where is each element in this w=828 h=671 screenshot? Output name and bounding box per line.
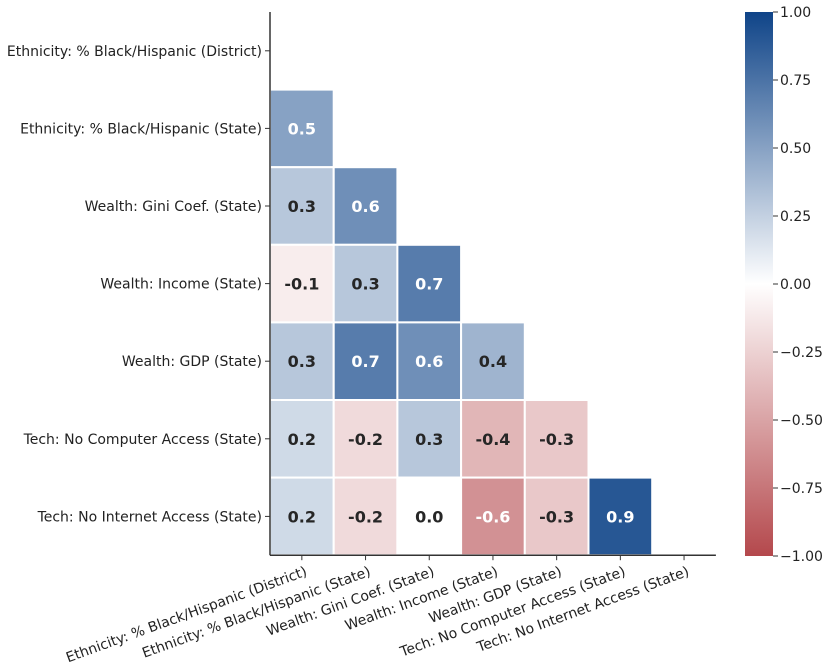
- cell-value-label: -0.4: [475, 430, 510, 449]
- cell-value-label: 0.3: [415, 430, 443, 449]
- cell-value-label: 0.7: [415, 275, 443, 294]
- cell-value-label: 0.3: [351, 275, 379, 294]
- row-label: Wealth: GDP (State): [122, 354, 262, 370]
- heatmap-cell: [523, 476, 590, 557]
- colorbar-tick-label: 0.25: [780, 209, 811, 225]
- cell-value-label: -0.2: [348, 507, 383, 526]
- colorbar-tick-label: −0.75: [780, 481, 823, 497]
- heatmap-cell: [332, 476, 399, 557]
- colorbar-tick-label: 0.75: [780, 73, 811, 89]
- heatmap-cell: [396, 476, 463, 557]
- heatmap-cell: [269, 166, 335, 246]
- heatmap-cell: [587, 476, 654, 557]
- heatmap-cell: [332, 321, 399, 401]
- colorbar-tick-label: 1.00: [780, 5, 811, 21]
- cell-value-label: 0.0: [415, 507, 443, 526]
- cell-value-label: 0.5: [288, 119, 316, 138]
- heatmap-cell: [460, 476, 526, 557]
- colorbar-tick-label: −1.00: [780, 549, 823, 565]
- cell-value-label: -0.3: [539, 507, 574, 526]
- colorbar-tick-label: −0.25: [780, 345, 823, 361]
- row-labels: Ethnicity: % Black/Hispanic (District) Et…: [7, 44, 270, 525]
- colorbar-tick-label: −0.50: [780, 413, 823, 429]
- colorbar-tick-label: 0.50: [780, 141, 811, 157]
- heatmap-cell: [396, 243, 463, 324]
- cell-value-label: -0.6: [475, 507, 510, 526]
- cell-value-label: 0.6: [415, 352, 443, 371]
- cell-value-label: -0.1: [284, 275, 319, 294]
- cell-value-label: 0.2: [288, 430, 316, 449]
- heatmap-cell: [460, 321, 526, 401]
- colorbar-gradient: [745, 12, 773, 556]
- row-label: Tech: No Internet Access (State): [37, 509, 262, 525]
- colorbar-tick-label: 0.00: [780, 277, 811, 293]
- cell-value-label: -0.3: [539, 430, 574, 449]
- row-label: Ethnicity: % Black/Hispanic (State): [20, 121, 262, 137]
- cell-value-label: 0.9: [606, 507, 634, 526]
- cell-value-label: 0.3: [288, 197, 316, 216]
- colorbar: 1.00 0.75 0.50 0.25 0.00 −0.25 −0.50 −0.75 −1.00: [745, 5, 823, 565]
- heatmap-cell: [332, 399, 399, 479]
- row-label: Wealth: Gini Coef. (State): [85, 199, 262, 215]
- row-label: Wealth: Income (State): [100, 277, 262, 293]
- heatmap-axes: [269, 12, 716, 556]
- row-label: Tech: No Computer Access (State): [23, 432, 262, 448]
- cell-value-label: -0.2: [348, 430, 383, 449]
- cell-value-label: 0.2: [288, 507, 316, 526]
- cell-value-label: 0.7: [351, 352, 379, 371]
- heatmap-cell: [460, 399, 526, 479]
- cell-value-label: 0.6: [351, 197, 379, 216]
- cell-value-label: 0.3: [288, 352, 316, 371]
- row-label: Ethnicity: % Black/Hispanic (District): [7, 44, 262, 60]
- heatmap-cells: 0.5 0.3 0.6 -0.1 0.3 0.7 0.3 0.7 0.6 0.4 0.2 -0.2 0.…: [269, 88, 654, 557]
- cell-value-label: 0.4: [479, 352, 507, 371]
- column-labels: Ethnicity: % Black/Hispanic (District)Et…: [64, 555, 691, 666]
